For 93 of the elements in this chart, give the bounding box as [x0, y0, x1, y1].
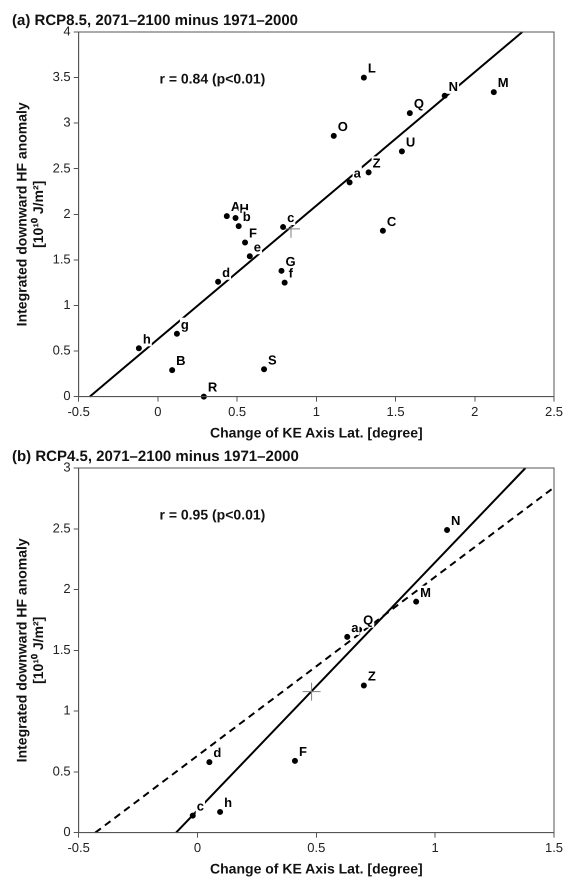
point [136, 345, 142, 352]
point [282, 280, 288, 286]
point [280, 224, 286, 230]
point [366, 169, 372, 176]
y-tick-label: 0 [63, 388, 71, 404]
data-label: Z [368, 668, 376, 684]
point [206, 759, 212, 766]
y-tick-label: 3 [63, 460, 71, 475]
point [190, 812, 196, 819]
y-axis-title: Integrated downward HF anomaly [10¹⁰ J/m²] [13, 538, 46, 762]
x-tick-label: -0.5 [67, 404, 90, 419]
point [242, 240, 248, 246]
y-tick-label: 2 [63, 206, 71, 221]
x-tick-label: 1 [312, 404, 320, 419]
y-tick-label: 2 [63, 581, 71, 596]
y-tick-label: 3.5 [52, 69, 71, 84]
data-label: N [451, 513, 460, 528]
point [442, 92, 448, 99]
data-label: e [254, 239, 262, 254]
point [302, 682, 322, 702]
x-tick-label: 1 [432, 840, 439, 855]
data-label: F [298, 744, 307, 759]
point [346, 179, 353, 186]
point [360, 682, 367, 689]
data-label: d [222, 264, 230, 280]
point [169, 367, 176, 374]
y-tick-label: 0.5 [52, 763, 71, 778]
point [344, 634, 350, 640]
data-label: b [242, 209, 251, 224]
y-tick-label: 1 [63, 702, 71, 718]
y-tick-label: 1.5 [52, 642, 71, 657]
y-tick-label: 1 [63, 297, 71, 312]
x-tick-label: 2.5 [544, 404, 564, 419]
point [246, 253, 253, 260]
point [490, 89, 497, 96]
y-tick-label: 0.5 [52, 342, 71, 358]
y-tick-label: 2.5 [52, 520, 71, 536]
x-tick-label: 0.5 [307, 840, 326, 855]
point [278, 268, 284, 274]
point [217, 808, 224, 815]
point [232, 214, 239, 221]
x-tick-label: 0 [194, 840, 202, 855]
point [292, 758, 298, 764]
data-label: Z [372, 155, 381, 170]
annotation: r = 0.84 (p<0.01) [159, 70, 266, 86]
data-label: c [196, 798, 204, 814]
data-label: M [498, 75, 509, 90]
y-tick-label: 3 [63, 114, 71, 130]
x-axis-title: Change of KE Axis Lat. [degree] [210, 424, 423, 440]
point [380, 228, 386, 234]
data-label: c [287, 210, 294, 226]
data-label: N [448, 78, 458, 94]
data-label: g [180, 316, 189, 332]
data-label: h [224, 795, 232, 810]
point [406, 110, 413, 116]
point [236, 223, 242, 230]
y-tick-label: 2.5 [52, 160, 71, 176]
x-tick-label: -0.5 [67, 840, 90, 855]
x-tick-label: 0.5 [228, 404, 246, 419]
x-axis-title: Change of KE Axis Lat. [degree] [210, 860, 423, 876]
data-label: F [249, 226, 258, 241]
y-tick-label: 0 [63, 824, 71, 840]
data-label: L [368, 60, 376, 76]
data-label: C [386, 214, 397, 229]
y-tick-label: 1.5 [52, 251, 71, 266]
x-tick-label: 1.5 [544, 840, 564, 855]
y-axis-title: Integrated downward HF anomaly [10¹⁰ J/m²] [13, 102, 46, 326]
data-label: U [406, 134, 416, 150]
data-label: Q [363, 612, 374, 628]
data-label: Q [414, 96, 424, 112]
data-label: O [338, 118, 348, 134]
point [224, 213, 230, 220]
data-label: R [208, 380, 218, 395]
point [174, 330, 180, 337]
data-label: M [420, 584, 431, 600]
annotation: r = 0.95 (p<0.01) [159, 506, 266, 522]
point [360, 74, 367, 81]
data-label: a [351, 620, 360, 636]
point [444, 526, 450, 533]
data-label: B [176, 353, 186, 368]
data-label: d [213, 745, 222, 760]
point [215, 278, 222, 285]
point [413, 598, 420, 605]
x-tick-label: 2 [471, 404, 478, 419]
point [261, 366, 268, 372]
data-label: h [142, 331, 151, 346]
x-tick-label: 0 [154, 404, 162, 419]
point [330, 132, 337, 139]
point [398, 148, 405, 154]
data-label: a [354, 165, 362, 180]
data-label: A [230, 199, 241, 214]
x-tick-label: 1.5 [386, 404, 405, 419]
data-label: S [268, 352, 278, 368]
